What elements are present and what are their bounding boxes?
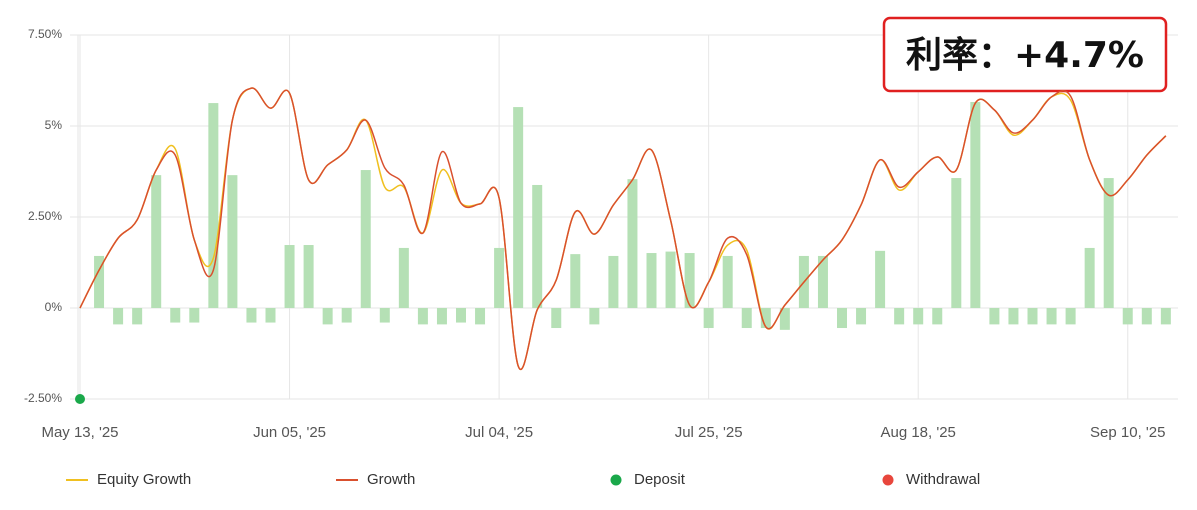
bar — [246, 308, 257, 323]
bar — [1160, 308, 1171, 325]
legend-label: Growth — [367, 471, 415, 488]
y-tick-label: -2.50% — [24, 391, 62, 405]
bar — [779, 308, 790, 330]
bar — [970, 101, 981, 308]
bar — [151, 175, 162, 308]
bar — [1084, 247, 1095, 308]
bar — [132, 308, 143, 325]
bar — [436, 308, 447, 325]
bar — [379, 308, 390, 323]
bar — [341, 308, 352, 323]
bar — [1027, 308, 1038, 325]
bar — [475, 308, 486, 325]
line-series — [79, 87, 1167, 370]
legend-label: Deposit — [634, 471, 686, 488]
bar — [741, 308, 752, 329]
x-tick-label: Sep 10, '25 — [1090, 424, 1165, 441]
x-tick-label: Jul 04, '25 — [465, 424, 533, 441]
bar — [1065, 308, 1076, 325]
bar — [303, 245, 314, 308]
bar — [951, 178, 962, 308]
point — [75, 394, 85, 404]
bar — [1046, 308, 1057, 325]
bar — [94, 255, 105, 308]
x-tick-label: Jul 25, '25 — [675, 424, 743, 441]
bar — [189, 308, 200, 323]
y-tick-label: 0% — [45, 300, 63, 314]
y-tick-label: 5% — [45, 118, 63, 132]
annotation-box — [882, 16, 1168, 93]
x-tick-label: May 13, '25 — [41, 424, 118, 441]
bar — [856, 308, 867, 325]
bar — [227, 175, 238, 308]
legend-label: Equity Growth — [97, 471, 191, 488]
annotation: 利率：+4.7% — [906, 35, 1144, 76]
bar — [722, 255, 733, 308]
bar — [456, 308, 466, 323]
bar — [532, 184, 543, 308]
bar — [837, 308, 847, 329]
bar — [1103, 178, 1114, 308]
bar — [932, 308, 943, 325]
x-tick-label: Jun 05, '25 — [253, 424, 326, 441]
bar — [760, 308, 771, 329]
line-series — [79, 87, 1167, 370]
bar — [417, 308, 428, 325]
bar — [817, 255, 828, 308]
bar — [113, 308, 124, 325]
bar — [284, 245, 295, 308]
bar — [513, 107, 524, 309]
bar — [208, 103, 219, 309]
bar — [1122, 308, 1133, 325]
bar — [360, 170, 371, 308]
bar — [265, 308, 276, 323]
bar — [894, 308, 905, 325]
bar — [989, 308, 1000, 325]
bar — [398, 247, 409, 308]
bar — [589, 308, 600, 325]
bar — [494, 247, 505, 308]
bar — [646, 253, 657, 308]
legend-swatch — [610, 474, 622, 486]
bar — [1141, 308, 1152, 325]
bar — [665, 251, 676, 308]
bar — [684, 253, 695, 308]
x-tick-label: Aug 18, '25 — [880, 424, 955, 441]
bar — [703, 308, 714, 329]
bar — [1008, 308, 1019, 325]
y-tick-label: 2.50% — [28, 209, 62, 223]
legend-label: Withdrawal — [906, 471, 980, 488]
y-tick-label: 7.50% — [28, 27, 62, 41]
bar — [551, 308, 562, 329]
legend-swatch — [882, 474, 894, 486]
bar — [913, 308, 924, 325]
bar — [608, 255, 619, 308]
bar — [570, 254, 581, 308]
bar — [627, 179, 638, 308]
bar — [170, 308, 181, 323]
bar — [875, 250, 886, 308]
bar — [322, 308, 333, 325]
